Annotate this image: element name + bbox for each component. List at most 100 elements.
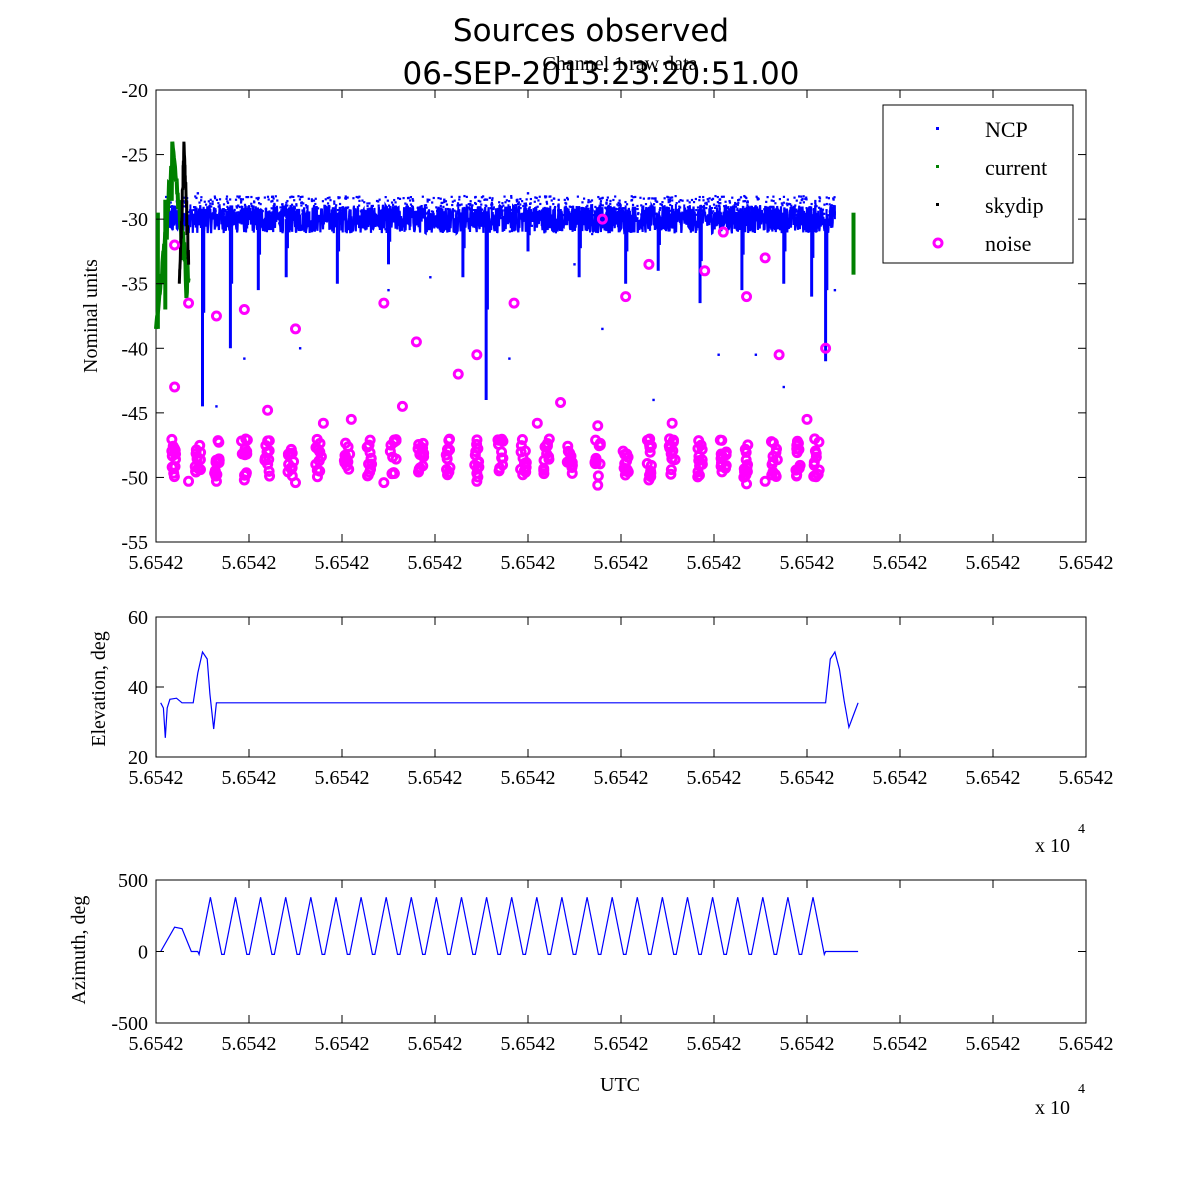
ncp-point: [200, 196, 203, 199]
ncp-point: [471, 204, 474, 207]
ncp-point: [198, 201, 201, 204]
ncp-point: [182, 205, 185, 208]
noise-point: [390, 453, 402, 465]
ncp-point: [718, 198, 721, 201]
noise-point: [740, 454, 752, 466]
ncp-point: [674, 195, 677, 198]
raw-ytick-label: -20: [121, 80, 148, 102]
ncp-point: [798, 195, 801, 198]
ncp-point: [535, 196, 538, 200]
ncp-point: [566, 198, 570, 201]
ncp-point: [226, 205, 229, 208]
noise-point: [562, 445, 574, 457]
ncp-point: [523, 202, 526, 205]
ncp-point: [271, 199, 274, 203]
ncp-point: [217, 202, 220, 205]
ncp-point: [735, 203, 738, 206]
noise-point: [264, 470, 276, 482]
ncp-point: [802, 195, 805, 198]
ncp-point: [450, 195, 453, 198]
ncp-outlier: [782, 385, 785, 389]
ncp-point: [827, 197, 830, 200]
ncp-point: [529, 202, 532, 205]
ncp-point: [169, 201, 172, 204]
ncp-point: [734, 202, 737, 205]
ncp-point: [795, 199, 798, 202]
ncp-point: [571, 205, 575, 208]
ncp-point: [654, 199, 657, 202]
ncp-point: [586, 204, 589, 207]
ncp-point: [619, 205, 622, 208]
az-ytick-label: -500: [111, 1013, 148, 1035]
ncp-point: [394, 201, 397, 204]
noise-point: [166, 433, 178, 445]
ncp-point: [614, 195, 617, 198]
ncp-point: [295, 203, 298, 206]
noise-point: [808, 456, 820, 468]
ncp-point: [386, 199, 389, 202]
ncp-point: [552, 197, 555, 200]
azimuth-line: [160, 897, 859, 957]
ncp-point: [770, 199, 773, 202]
ncp-point: [606, 196, 609, 199]
ncp-point: [519, 197, 522, 201]
ncp-point: [550, 199, 553, 202]
ncp-point: [285, 201, 288, 204]
noise-point: [696, 458, 708, 470]
ncp-point: [707, 200, 710, 203]
ncp-point: [525, 204, 528, 207]
ncp-point: [329, 199, 332, 202]
noise-point: [555, 397, 567, 409]
ncp-point: [200, 199, 203, 202]
ncp-point: [218, 204, 221, 207]
noise-point: [717, 226, 729, 238]
ncp-point: [314, 202, 317, 206]
ncp-point: [485, 198, 489, 201]
azimuth-axes-frame: [155, 879, 1087, 1024]
ncp-point: [696, 206, 700, 209]
ncp-point: [237, 204, 240, 207]
ncp-point: [270, 195, 274, 199]
ncp-point: [270, 207, 273, 210]
ncp-point: [300, 201, 303, 204]
ncp-point: [314, 197, 317, 200]
ncp-point: [660, 203, 663, 207]
ncp-point: [207, 200, 210, 203]
ncp-point: [257, 198, 260, 201]
ncp-point: [529, 197, 533, 201]
noise-point: [313, 455, 325, 467]
azimuth-marks: [160, 897, 859, 957]
az-xtick-label: 5.6542: [222, 1033, 277, 1055]
noise-point: [210, 310, 222, 322]
ncp-point: [552, 202, 555, 206]
raw-xtick-label: 5.6542: [408, 552, 463, 574]
noise-point: [343, 463, 355, 475]
ncp-point: [411, 198, 414, 201]
ncp-point: [211, 200, 214, 203]
elevation-marks: [160, 650, 859, 738]
ncp-point: [712, 210, 715, 213]
ncp-point: [678, 200, 681, 203]
ncp-point: [642, 197, 645, 200]
ncp-point: [724, 200, 727, 203]
ncp-point: [795, 208, 798, 211]
noise-point: [452, 368, 464, 380]
ncp-point: [656, 200, 659, 203]
ncp-point: [498, 201, 501, 204]
elevation-panel: 5.6542 5.6542 5.6542 5.6542 5.6542 5.6542 5.65…: [88, 607, 1114, 857]
ncp-point: [292, 195, 295, 199]
ncp-point: [766, 196, 769, 199]
ncp-outlier: [601, 327, 604, 331]
az-xtick-label: 5.6542: [687, 1033, 742, 1055]
ncp-point: [445, 203, 449, 206]
ncp-point: [668, 198, 672, 201]
figure-title-line2: 06-SEP-2013:23:20:51.00: [403, 56, 800, 92]
ncp-point: [631, 203, 635, 206]
figure-title-line1: Sources observed: [453, 13, 729, 49]
legend-marker-skydip: [936, 203, 939, 206]
ncp-point: [778, 198, 781, 201]
az-xtick-label: 5.6542: [315, 1033, 370, 1055]
ncp-point: [698, 199, 701, 202]
noise-point: [441, 464, 453, 476]
